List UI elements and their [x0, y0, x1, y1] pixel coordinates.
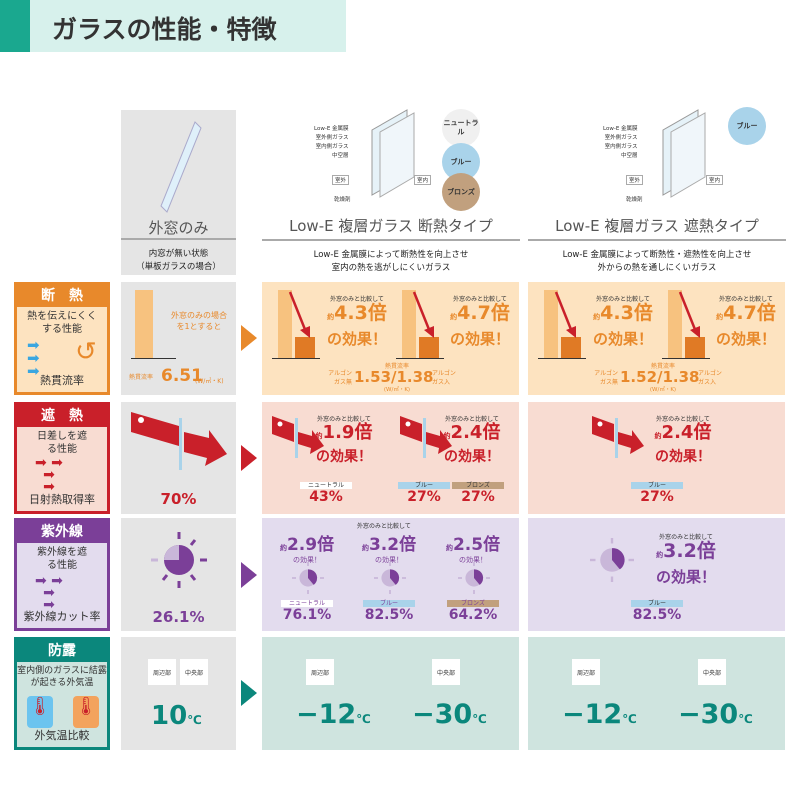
return-heat-icon: ↺ [75, 337, 97, 367]
column-title: 外窓のみ [148, 219, 209, 237]
column-title: Low-E 複層ガラス 断熱タイプ [289, 217, 493, 235]
header-accent [0, 0, 30, 52]
effect-callout: 外窓のみと比較して 約1.9倍 の効果！ [315, 416, 373, 465]
column-header-insulation-type: Low-E 金属膜 室外側ガラス 室内側ガラス 中空層 室外 室内 乾燥剤 ニュートラ… [262, 105, 520, 275]
condensation-base-cell: 周辺部 中央部 10℃ [121, 637, 236, 750]
sun-heat-arrow-icon [592, 416, 644, 458]
result-value: ブルー 82.5% [631, 600, 683, 623]
effect-callout: 外窓のみと比較して 約4.7倍 の効果！ [449, 296, 510, 348]
column-title: Low-E 複層ガラス 遮熱タイプ [555, 217, 759, 235]
sun-pie-icon [292, 562, 324, 594]
condensation-c3-cell: 周辺部 中央部 −12℃ −30℃ [528, 637, 785, 750]
result-value: ブロンズ 27% [452, 482, 504, 505]
sun-pie-icon [151, 532, 207, 588]
reduction-arrow-icon [288, 291, 434, 338]
page-title: ガラスの性能・特徴 [30, 0, 346, 52]
arrow-condensation [241, 680, 257, 706]
shading-c3-cell: 外窓のみと比較して 約2.4倍 の効果！ ブルー 27% [528, 402, 785, 514]
result-value: ニュートラル 43% [300, 482, 352, 505]
condensation-c2-cell: 周辺部 中央部 −12℃ −30℃ [262, 637, 519, 750]
glass-pane-icon [160, 121, 202, 213]
column-header-shading-type: Low-E 金属膜 室外側ガラス 室内側ガラス 中空層 室外 室内 乾燥剤 ブルー L… [528, 105, 786, 275]
column-header-single: 外窓のみ 内窓が無い状態 （単板ガラスの場合） [121, 110, 236, 275]
uv-c3-cell: 外窓のみと比較して 約3.2倍 の効果！ ブルー 82.5% [528, 518, 785, 631]
row-label-shading: 遮 熱 日差しを遮る性能 ➡ ➡ ➡ ➡ 日射熱取得率 [14, 402, 110, 514]
result-value: ブルー 82.5% [363, 600, 415, 623]
shading-base-cell: 70% [121, 402, 236, 514]
sun-heat-arrow-icon [131, 412, 227, 470]
sunlight-arrows-icon: ➡ ➡ ➡ ➡ [35, 455, 63, 495]
insulation-base-cell: 外窓のみの場合を1とすると 熱貫流率 6.51 (W/㎡・K) [121, 282, 236, 395]
sun-pie-icon [590, 538, 634, 582]
uv-arrows-icon: ➡ ➡ ➡ ➡ [35, 573, 63, 613]
row-label-insulation: 断 熱 熱を伝えにくくする性能 ➡ ➡ ➡ ↺ 熱貫流率 [14, 282, 110, 395]
color-swatch-blue: ブルー [728, 107, 766, 145]
heat-arrows-icon: ➡ ➡ ➡ [27, 336, 40, 380]
effect-callout: 外窓のみと比較して 約3.2倍 の効果！ [655, 534, 716, 586]
uv-base-cell: 26.1% [121, 518, 236, 631]
sun-pie-icon [374, 562, 406, 594]
result-value: ブロンズ 64.2% [447, 600, 499, 623]
color-swatch-neutral: ニュートラル [442, 109, 480, 147]
double-glass-diagram [662, 109, 706, 198]
sun-heat-arrow-icon [272, 416, 324, 458]
row-label-condensation: 防露 室内側のガラスに結露が起きる外気温 🌡 🌡 外気温比較 [14, 637, 110, 750]
arrow-uv [241, 562, 257, 588]
warm-thermometer-icon: 🌡 [73, 696, 99, 728]
arrow-insulation [241, 325, 257, 351]
effect-callout: 外窓のみと比較して 約2.4倍 の効果！ [443, 416, 501, 465]
result-value: ニュートラル 76.1% [281, 600, 333, 623]
sun-pie-icon [458, 562, 490, 594]
uv-c2-cell: 外窓のみと比較して 約2.9倍 の効果！ ニュートラル 76.1% 約3.2倍 の効果… [262, 518, 519, 631]
sun-heat-arrow-icon [400, 416, 452, 458]
row-label-uv: 紫外線 紫外線を遮る性能 ➡ ➡ ➡ ➡ 紫外線カット率 [14, 518, 110, 631]
effect-callout: 外窓のみと比較して 約2.4倍 の効果！ [654, 416, 712, 465]
insulation-c3-cell: 外窓のみと比較して 約4.3倍 の効果！ 外窓のみと比較して 約4.7倍 の効果… [528, 282, 785, 395]
arrow-shading [241, 445, 257, 471]
shading-c2-cell: 外窓のみと比較して 約1.9倍 の効果！ 外窓のみと比較して 約2.4倍 の効果… [262, 402, 519, 514]
effect-callout: 外窓のみと比較して 約4.3倍 の効果！ [326, 296, 387, 348]
reduction-arrow-icon [554, 291, 700, 338]
color-swatch-bronze: ブロンズ [442, 173, 480, 211]
effect-callout: 外窓のみと比較して 約4.7倍 の効果！ [715, 296, 776, 348]
effect-callout: 外窓のみと比較して 約4.3倍 の効果！ [592, 296, 653, 348]
cold-thermometer-icon: 🌡 [27, 696, 53, 728]
result-value: ブルー 27% [398, 482, 450, 505]
double-glass-diagram [371, 109, 415, 198]
result-value: ブルー 27% [631, 482, 683, 505]
insulation-c2-cell: 外窓のみと比較して 約4.3倍 の効果！ 外窓のみと比較して 約4.7倍 の効果… [262, 282, 519, 395]
